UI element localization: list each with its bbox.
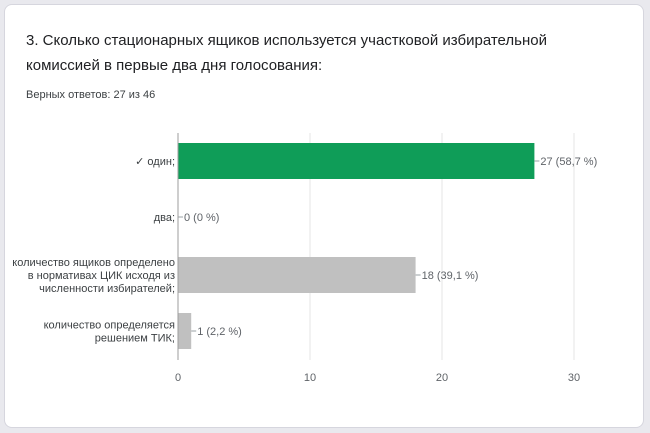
x-tick-label: 0 — [175, 372, 181, 384]
x-tick-label: 10 — [304, 372, 316, 384]
correct-answers-summary: Верных ответов: 27 из 46 — [26, 89, 156, 101]
value-label: 1 (2,2 %) — [197, 326, 242, 338]
category-label: ✓ один; — [135, 156, 175, 168]
question-card — [4, 4, 644, 428]
bar — [178, 313, 192, 349]
value-label: 27 (58,7 %) — [540, 156, 597, 168]
category-label: количество определяется решением ТИК; — [44, 320, 175, 345]
category-label: количество ящиков определено в нормативах… — [12, 257, 175, 295]
value-label: 0 (0 %) — [184, 212, 219, 224]
question-title: 3. Сколько стационарных ящиков используе… — [26, 32, 547, 74]
x-tick-label: 20 — [436, 372, 448, 384]
value-label: 18 (39,1 %) — [422, 270, 479, 282]
category-label: два; — [154, 212, 175, 224]
x-tick-label: 30 — [568, 372, 580, 384]
bar — [178, 143, 535, 179]
bar — [178, 257, 416, 293]
